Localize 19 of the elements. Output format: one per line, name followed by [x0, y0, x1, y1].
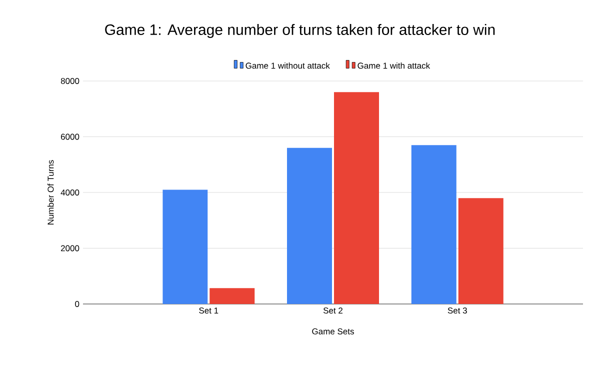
- legend-label: Game 1 without attack: [246, 62, 330, 69]
- legend-label: Game 1 with attack: [358, 62, 430, 69]
- x-tick-label: Set 3: [448, 308, 467, 314]
- y-tick-label: 0: [75, 300, 80, 307]
- y-axis-title: Number Of Turns: [47, 160, 54, 224]
- y-tick-label: 6000: [61, 134, 80, 140]
- bar: [210, 288, 255, 304]
- chart-title: Game 1: Average number of turns taken for attacker to win: [105, 24, 495, 38]
- x-axis-title: Game Sets: [312, 328, 354, 334]
- bar: [287, 148, 332, 304]
- y-tick-label: 2000: [60, 245, 80, 252]
- bar: [458, 198, 504, 304]
- x-tick-label: Set 2: [323, 308, 342, 314]
- bar: [334, 92, 380, 304]
- bar: [162, 190, 208, 304]
- bar: [411, 145, 456, 304]
- y-tick-label: 4000: [60, 189, 80, 196]
- x-tick-label: Set 1: [199, 308, 218, 314]
- y-tick-label: 8000: [60, 78, 80, 84]
